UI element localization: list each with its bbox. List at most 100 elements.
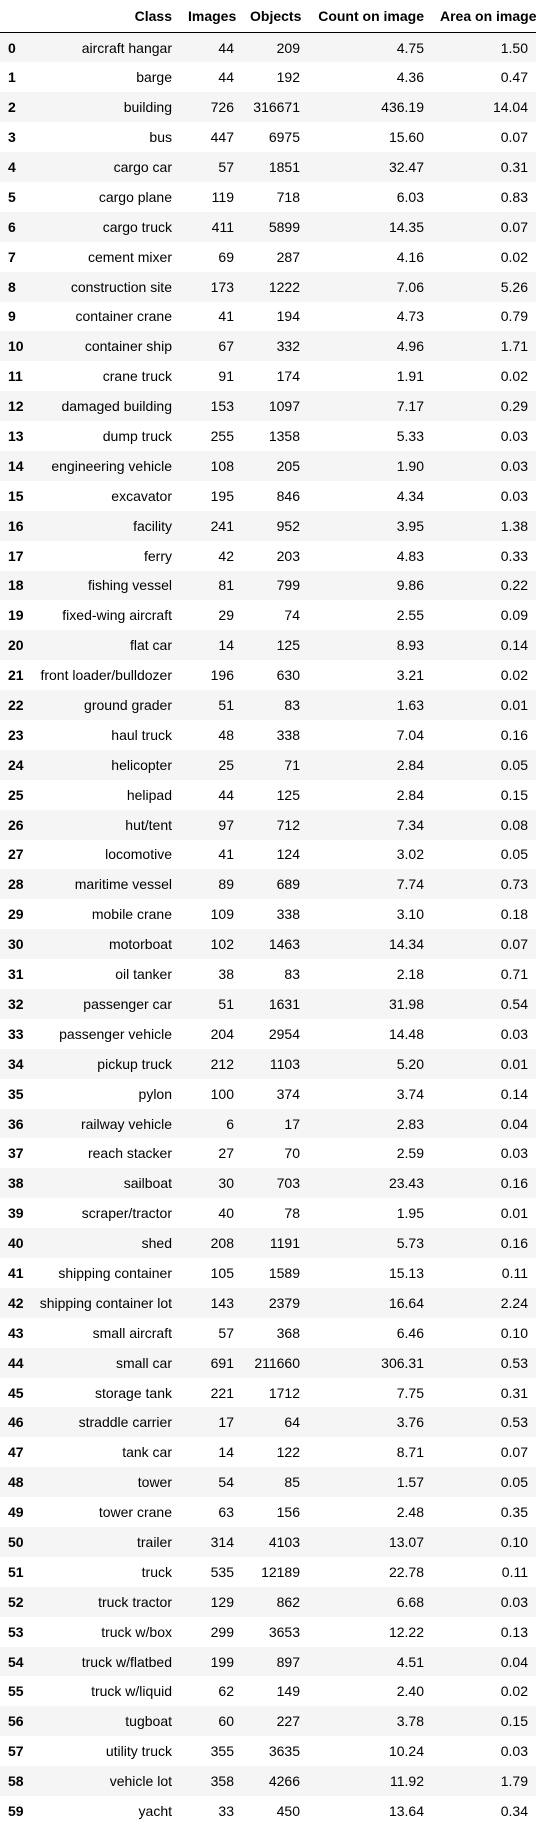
class-cell: front loader/bulldozer	[40, 667, 172, 684]
images-cell: 299	[210, 1623, 234, 1640]
objects-cell: 4266	[268, 1773, 300, 1790]
class-cell: oil tanker	[115, 966, 172, 983]
images-cell: 195	[210, 487, 234, 504]
area-on-image-cell: 0.13	[500, 1623, 528, 1640]
table-row: 37 reach stacker 27 70 2.59 0.03	[0, 1138, 536, 1169]
table-row: 57 utility truck 355 3635 10.24 0.03	[0, 1736, 536, 1767]
row-index: 14	[8, 457, 24, 474]
row-index: 56	[8, 1713, 24, 1730]
images-cell: 255	[210, 428, 234, 445]
class-cell: straddle carrier	[78, 1414, 172, 1431]
images-cell: 29	[218, 607, 234, 624]
area-on-image-cell: 0.03	[500, 1145, 528, 1162]
table-row: 33 passenger vehicle 204 2954 14.48 0.03	[0, 1018, 536, 1049]
area-on-image-cell: 2.24	[500, 1294, 528, 1311]
row-index: 9	[8, 308, 16, 325]
class-cell: truck w/flatbed	[81, 1653, 172, 1670]
area-on-image-cell: 0.10	[500, 1533, 528, 1550]
objects-cell: 862	[276, 1593, 300, 1610]
count-on-image-cell: 9.86	[396, 577, 424, 594]
area-on-image-cell: 0.09	[500, 607, 528, 624]
class-cell: haul truck	[111, 726, 172, 743]
row-index: 29	[8, 906, 24, 923]
class-cell: yacht	[138, 1802, 172, 1819]
class-cell: bus	[149, 129, 172, 146]
objects-cell: 1191	[269, 1235, 300, 1252]
area-on-image-cell: 5.26	[500, 278, 528, 295]
objects-cell: 3653	[268, 1623, 300, 1640]
row-index: 18	[8, 577, 24, 594]
images-cell: 44	[218, 69, 234, 86]
images-cell: 14	[218, 1444, 234, 1461]
row-index: 34	[8, 1055, 24, 1072]
table-row: 20 flat car 14 125 8.93 0.14	[0, 630, 536, 661]
images-cell: 358	[210, 1773, 234, 1790]
class-cell: aircraft hangar	[81, 39, 172, 56]
images-cell: 153	[210, 398, 234, 415]
count-on-image-cell: 16.64	[388, 1294, 424, 1311]
images-cell: 14	[218, 637, 234, 654]
row-index: 57	[8, 1743, 24, 1760]
area-on-image-cell: 0.16	[500, 726, 528, 743]
area-on-image-cell: 1.38	[500, 517, 528, 534]
table-row: 0 aircraft hangar 44 209 4.75 1.50	[0, 32, 536, 63]
count-on-image-cell: 1.63	[396, 697, 424, 714]
count-on-image-cell: 2.59	[396, 1145, 424, 1162]
objects-cell: 1358	[268, 428, 300, 445]
count-on-image-cell: 1.57	[396, 1474, 424, 1491]
area-on-image-cell: 0.16	[500, 1175, 528, 1192]
class-cell: tugboat	[125, 1713, 172, 1730]
class-cell: excavator	[111, 487, 172, 504]
count-on-image-cell: 14.48	[388, 1025, 424, 1042]
class-cell: fixed-wing aircraft	[62, 607, 172, 624]
objects-cell: 227	[276, 1713, 300, 1730]
area-on-image-cell: 0.71	[500, 966, 528, 983]
table-row: 21 front loader/bulldozer 196 630 3.21 0.02	[0, 660, 536, 691]
row-index: 13	[8, 428, 24, 445]
table-row: 24 helicopter 25 71 2.84 0.05	[0, 749, 536, 780]
row-index: 35	[8, 1085, 24, 1102]
objects-cell: 1712	[268, 1384, 300, 1401]
class-cell: mobile crane	[91, 906, 172, 923]
count-on-image-cell: 2.55	[396, 607, 424, 624]
table-row: 18 fishing vessel 81 799 9.86 0.22	[0, 570, 536, 601]
table-row: 10 container ship 67 332 4.96 1.71	[0, 331, 536, 362]
class-cell: pylon	[138, 1085, 172, 1102]
count-on-image-cell: 2.83	[396, 1115, 424, 1132]
count-on-image-cell: 32.47	[388, 159, 424, 175]
images-cell: 173	[210, 278, 234, 295]
count-on-image-cell: 7.34	[396, 816, 424, 833]
area-on-image-cell: 0.02	[500, 248, 528, 265]
table-row: 53 truck w/box 299 3653 12.22 0.13	[0, 1616, 536, 1647]
column-header-count-on-image: Count on image	[308, 0, 432, 33]
images-cell: 57	[218, 159, 234, 175]
objects-cell: 799	[276, 577, 300, 594]
count-on-image-cell: 2.18	[396, 966, 424, 983]
row-index: 40	[8, 1235, 24, 1252]
table-row: 4 cargo car 57 1851 32.47 0.31	[0, 152, 536, 182]
objects-cell: 6975	[268, 129, 300, 146]
objects-cell: 718	[276, 188, 300, 205]
objects-cell: 122	[276, 1444, 300, 1461]
table-body: 0 aircraft hangar 44 209 4.75 1.50 1 barge 44 192…	[0, 32, 536, 1826]
table-row: 26 hut/tent 97 712 7.34 0.08	[0, 809, 536, 840]
objects-cell: 2379	[268, 1294, 300, 1311]
table-header: Class Images Objects Count on image Area…	[0, 0, 536, 33]
table-row: 1 barge 44 192 4.36 0.47	[0, 62, 536, 93]
area-on-image-cell: 0.03	[500, 487, 528, 504]
objects-cell: 192	[276, 69, 300, 86]
count-on-image-cell: 7.04	[396, 726, 424, 743]
table-row: 25 helipad 44 125 2.84 0.15	[0, 779, 536, 810]
class-cell: barge	[136, 69, 172, 86]
class-cell: tank car	[122, 1444, 172, 1461]
images-cell: 40	[218, 1205, 234, 1222]
images-cell: 6	[226, 1115, 234, 1132]
row-index: 23	[8, 726, 24, 743]
table-row: 36 railway vehicle 6 17 2.83 0.04	[0, 1108, 536, 1139]
area-on-image-cell: 0.04	[500, 1115, 528, 1132]
row-index: 52	[8, 1593, 24, 1610]
images-cell: 38	[218, 966, 234, 983]
row-index: 4	[8, 159, 16, 175]
row-index: 7	[8, 248, 16, 265]
